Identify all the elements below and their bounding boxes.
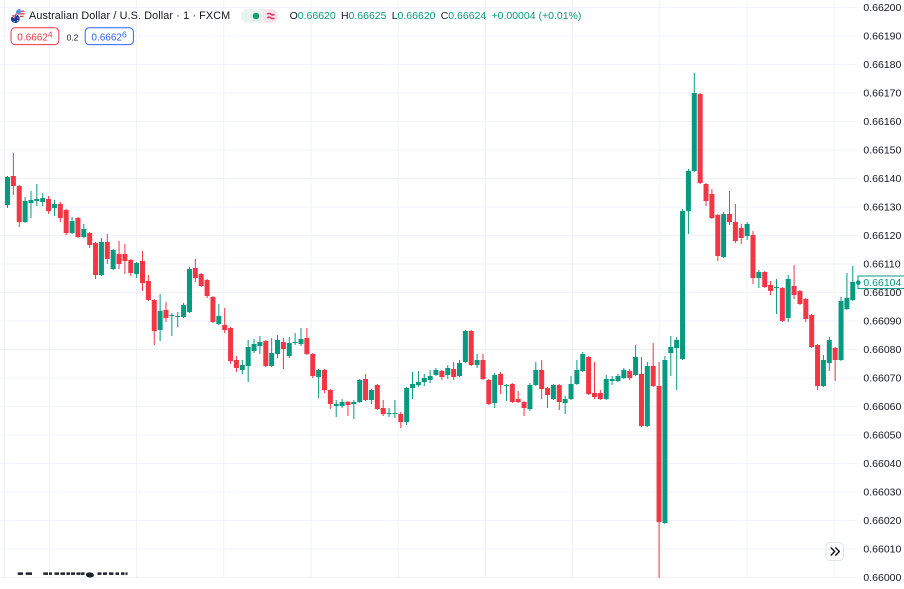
svg-text:0.66050: 0.66050 <box>863 430 901 442</box>
svg-text:0.66200: 0.66200 <box>863 2 901 14</box>
svg-text:0.66060: 0.66060 <box>863 401 901 413</box>
svg-text:0.66010: 0.66010 <box>863 544 901 556</box>
svg-text:0.66110: 0.66110 <box>863 259 900 271</box>
svg-text:0.66090: 0.66090 <box>863 316 901 328</box>
svg-text:0.66160: 0.66160 <box>863 116 901 128</box>
svg-text:0.66150: 0.66150 <box>863 145 901 157</box>
svg-text:0.66020: 0.66020 <box>863 515 901 527</box>
svg-text:0.66626: 0.66626 <box>91 30 127 44</box>
svg-text:0.66000: 0.66000 <box>863 572 901 584</box>
svg-text:0.66104: 0.66104 <box>863 277 901 289</box>
svg-text:0.66040: 0.66040 <box>863 458 901 470</box>
svg-text:0.66180: 0.66180 <box>863 59 901 71</box>
svg-text:0.2: 0.2 <box>67 32 79 42</box>
svg-text:0.66120: 0.66120 <box>863 230 901 242</box>
svg-text:0.66080: 0.66080 <box>863 344 901 356</box>
svg-text:0.66190: 0.66190 <box>863 31 901 43</box>
svg-text:0.66130: 0.66130 <box>863 202 901 214</box>
svg-text:0.66624: 0.66624 <box>17 30 53 44</box>
svg-text:0.66070: 0.66070 <box>863 373 901 385</box>
svg-text:0.66100: 0.66100 <box>863 287 901 299</box>
svg-text:0.66140: 0.66140 <box>863 173 901 185</box>
svg-text:0.66030: 0.66030 <box>863 487 901 499</box>
svg-text:0.66170: 0.66170 <box>863 88 901 100</box>
svg-text:Australian Dollar / U.S. Dolla: Australian Dollar / U.S. Dollar · 1 · FX… <box>29 10 230 22</box>
